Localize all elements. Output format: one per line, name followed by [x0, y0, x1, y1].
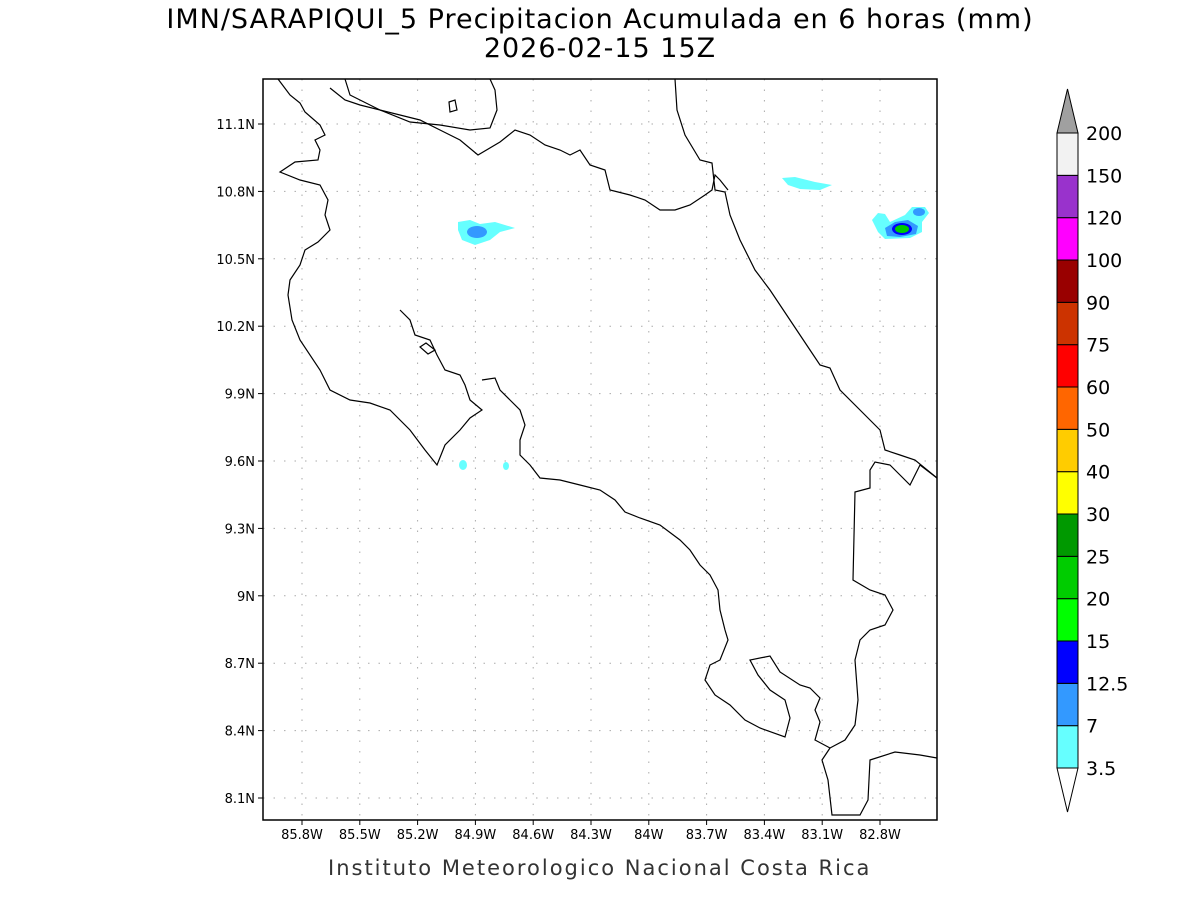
- colorbar-label: 40: [1086, 462, 1110, 484]
- colorbar-label: 200: [1086, 123, 1122, 145]
- credit-text: Instituto Meteorologico Nacional Costa R…: [328, 856, 872, 880]
- colorbar-swatch: [1056, 682, 1079, 727]
- lat-tick-label: 9.9N: [225, 388, 255, 403]
- colorbar-label: 12.5: [1086, 673, 1128, 695]
- coastlines: [277, 78, 938, 816]
- colorbar-swatch: [1056, 132, 1079, 176]
- lat-tick-label: 10.2N: [216, 320, 255, 335]
- colorbar-swatch: [1056, 428, 1079, 473]
- colorbar-swatch: [1056, 640, 1079, 684]
- precip-area-3.5: [503, 462, 509, 470]
- precipitation-field: [458, 177, 929, 470]
- precip-area-3.5: [459, 460, 467, 470]
- colorbar-swatch: [1056, 217, 1079, 261]
- colorbar-label: 20: [1086, 589, 1110, 611]
- colorbar-swatch: [1056, 174, 1079, 219]
- lat-tick-label: 10.5N: [216, 253, 255, 268]
- precip-area-3.5: [782, 177, 832, 190]
- colorbar-label: 75: [1086, 335, 1110, 357]
- precip-area-15: [895, 225, 909, 233]
- colorbar-label: 60: [1086, 377, 1110, 399]
- lat-tick-label: 11.1N: [216, 118, 255, 133]
- colorbar-swatch: [1056, 386, 1079, 430]
- colorbar-swatch: [1056, 555, 1079, 600]
- latitude-labels: 11.1N 10.8N 10.5N 10.2N 9.9N 9.6N 9.3N 9N 8.7N 8.…: [216, 118, 263, 807]
- pacific-coastline: [277, 78, 484, 467]
- lat-tick-label: 9.6N: [225, 455, 255, 470]
- lat-tick-label: 8.4N: [225, 725, 255, 740]
- colorbar-under-triangle: [1056, 767, 1079, 813]
- lon-tick-label: 82.8W: [859, 828, 901, 843]
- colorbar-swatch: [1056, 301, 1079, 346]
- map-title: IMN/SARAPIQUI_5 Precipitacion Acumulada …: [166, 4, 1034, 35]
- colorbar-swatch: [1056, 344, 1079, 388]
- lon-tick-label: 83.4W: [743, 828, 785, 843]
- colorbar-label: 120: [1086, 208, 1122, 230]
- lon-tick-label: 84.6W: [512, 828, 554, 843]
- graticule: [263, 79, 937, 820]
- colorbar-label: 15: [1086, 631, 1110, 653]
- lat-tick-label: 8.7N: [225, 657, 255, 672]
- colorbar-label: 100: [1086, 250, 1122, 272]
- island: [419, 342, 437, 355]
- island: [448, 99, 458, 113]
- precip-area-7: [913, 208, 925, 216]
- burica-coastline: [821, 747, 938, 816]
- lon-tick-label: 84.9W: [454, 828, 496, 843]
- lat-tick-label: 9N: [237, 590, 255, 605]
- colorbar-swatch: [1056, 471, 1079, 515]
- colorbar-swatch: [1056, 725, 1079, 769]
- colorbar-label: 50: [1086, 419, 1110, 441]
- caribbean-coastline: [674, 78, 938, 479]
- colorbar-label: 30: [1086, 504, 1110, 526]
- colorbar-label: 25: [1086, 546, 1110, 568]
- lon-tick-label: 85.8W: [281, 828, 323, 843]
- colorbar-label: 90: [1086, 292, 1110, 314]
- nicaragua-border: [329, 87, 729, 211]
- colorbar-label: 3.5: [1086, 758, 1116, 780]
- lat-tick-label: 8.1N: [225, 792, 255, 807]
- colorbar-swatch: [1056, 259, 1079, 303]
- lon-tick-label: 83.7W: [686, 828, 728, 843]
- lon-tick-label: 84.3W: [570, 828, 612, 843]
- colorbar-label: 7: [1086, 716, 1098, 738]
- lat-tick-label: 10.8N: [216, 185, 255, 200]
- pacific-coastline-south: [481, 377, 938, 749]
- longitude-labels: 85.8W 85.5W 85.2W 84.9W 84.6W 84.3W 84W 83.7W 83…: [281, 820, 901, 843]
- lat-tick-label: 9.3N: [225, 522, 255, 537]
- colorbar-over-triangle: [1056, 88, 1079, 134]
- lon-tick-label: 84W: [634, 828, 664, 843]
- lon-tick-label: 83.1W: [801, 828, 843, 843]
- map-frame: [262, 78, 938, 821]
- colorbar-swatch: [1056, 598, 1079, 642]
- colorbar-swatch: [1056, 513, 1079, 557]
- colorbar: 3.5 7 12.5 15 20 25 30 40 50 60 75 90 100 120 150 200: [1056, 88, 1128, 813]
- lon-tick-label: 85.2W: [397, 828, 439, 843]
- precip-area-7: [467, 226, 487, 238]
- lon-tick-label: 85.5W: [339, 828, 381, 843]
- colorbar-label: 150: [1086, 165, 1122, 187]
- lake-nicaragua-shore: [344, 78, 498, 131]
- map-subtitle: 2026-02-15 15Z: [483, 33, 717, 64]
